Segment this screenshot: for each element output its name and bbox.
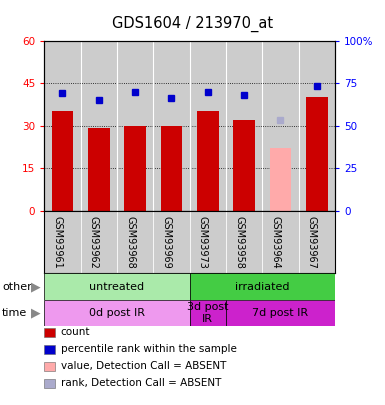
Text: rank, Detection Call = ABSENT: rank, Detection Call = ABSENT bbox=[61, 378, 221, 388]
Text: 3d post
IR: 3d post IR bbox=[187, 302, 229, 324]
Text: GSM93969: GSM93969 bbox=[161, 215, 171, 269]
Text: irradiated: irradiated bbox=[235, 281, 290, 292]
Text: GSM93968: GSM93968 bbox=[125, 215, 135, 269]
Text: GSM93973: GSM93973 bbox=[198, 215, 208, 269]
Text: GDS1604 / 213970_at: GDS1604 / 213970_at bbox=[112, 16, 273, 32]
Bar bbox=[44, 273, 190, 300]
Text: GSM93962: GSM93962 bbox=[89, 215, 99, 269]
Text: GSM93961: GSM93961 bbox=[52, 215, 62, 269]
Text: GSM93958: GSM93958 bbox=[234, 215, 244, 269]
Text: other: other bbox=[2, 281, 32, 292]
Text: 0d post IR: 0d post IR bbox=[89, 308, 145, 318]
Bar bbox=[44, 300, 190, 326]
Bar bbox=[306, 97, 328, 211]
Text: ▶: ▶ bbox=[31, 306, 40, 320]
Bar bbox=[88, 128, 110, 211]
Bar bbox=[190, 273, 335, 300]
Bar bbox=[299, 211, 335, 273]
Bar bbox=[262, 211, 299, 273]
Bar bbox=[190, 211, 226, 273]
Text: 7d post IR: 7d post IR bbox=[253, 308, 308, 318]
Text: percentile rank within the sample: percentile rank within the sample bbox=[61, 344, 237, 354]
Bar bbox=[270, 148, 291, 211]
Bar bbox=[44, 211, 80, 273]
Text: GSM93964: GSM93964 bbox=[270, 215, 280, 269]
Bar bbox=[117, 211, 153, 273]
Bar bbox=[153, 211, 189, 273]
Bar bbox=[124, 126, 146, 211]
Text: time: time bbox=[2, 308, 27, 318]
Bar bbox=[226, 211, 262, 273]
Bar bbox=[226, 300, 335, 326]
Text: untreated: untreated bbox=[89, 281, 144, 292]
Bar bbox=[190, 300, 226, 326]
Bar bbox=[161, 126, 182, 211]
Bar bbox=[52, 111, 73, 211]
Text: GSM93967: GSM93967 bbox=[307, 215, 317, 269]
Bar bbox=[80, 211, 117, 273]
Text: value, Detection Call = ABSENT: value, Detection Call = ABSENT bbox=[61, 361, 226, 371]
Text: count: count bbox=[61, 327, 90, 337]
Text: ▶: ▶ bbox=[31, 280, 40, 293]
Bar bbox=[233, 120, 255, 211]
Bar bbox=[197, 111, 219, 211]
